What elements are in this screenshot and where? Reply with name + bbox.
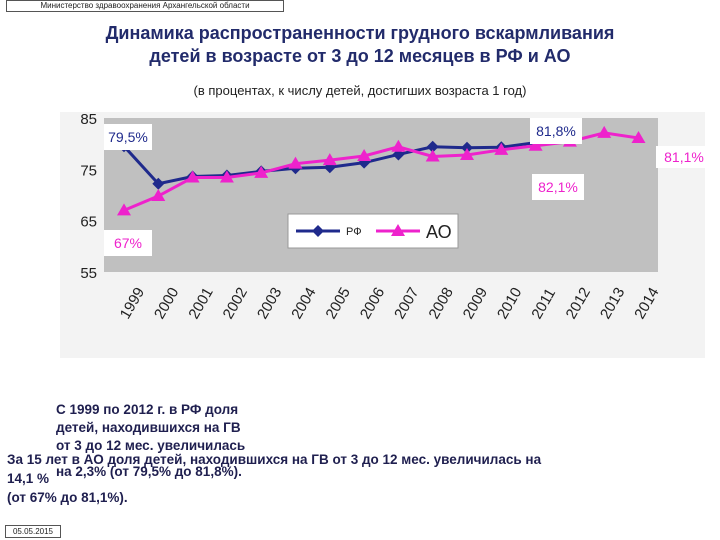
rf-data-point [461, 141, 473, 154]
rf-data-point [312, 225, 324, 237]
rf-note-line-1: С 1999 по 2012 г. в РФ доля [56, 402, 239, 417]
x-tick-label: 2011 [528, 286, 559, 322]
x-tick-label: 2009 [460, 285, 491, 322]
x-tick-label: 1999 [117, 285, 148, 322]
x-tick-label: 2012 [563, 285, 594, 322]
slide-title-line-1: Динамика распространенности грудного вск… [105, 23, 615, 43]
data-label-box [104, 230, 152, 256]
ao-data-point [151, 189, 166, 202]
x-tick-label: 2003 [254, 285, 285, 322]
ao-data-point [288, 156, 303, 169]
ao-data-point [460, 147, 474, 160]
ao-data-point [425, 149, 440, 162]
x-tick-label: 2001 [185, 285, 216, 322]
data-label-ao-2014: 81,1% [664, 149, 704, 165]
x-tick-label: 2004 [288, 285, 319, 322]
ao-data-point [219, 170, 234, 183]
rf-note-line-4: на 2,3% (от 79,5% до 81,8%). [56, 464, 242, 479]
ao-data-point [254, 165, 269, 178]
slide-subtitle: (в процентах, к числу детей, достигших в… [193, 83, 527, 98]
data-label-rf-2012: 81,8% [536, 123, 576, 139]
y-tick-label: 85 [80, 112, 97, 128]
legend-rf-label: РФ [346, 226, 362, 238]
rf-data-point [426, 140, 439, 153]
y-tick-label: 65 [80, 214, 97, 231]
data-label-ao-2013: 82,1% [538, 179, 578, 195]
ao-data-point [357, 148, 372, 161]
x-tick-label: 2014 [631, 285, 662, 322]
x-tick-label: 2002 [220, 285, 251, 322]
data-label-box [532, 174, 584, 200]
data-label-box [530, 118, 582, 144]
y-tick-label: 55 [80, 265, 97, 282]
ao-note-line-3: (от 67% до 81,1%). [7, 490, 128, 505]
y-tick-label: 75 [80, 162, 97, 179]
ao-note-line-2: 14,1 % [7, 471, 50, 486]
data-label-ao-1999: 67% [114, 235, 142, 251]
data-label-rf-1999: 79,5% [108, 129, 148, 145]
x-tick-label: 2000 [151, 285, 182, 322]
slide-title: Динамика распространенности грудного вск… [40, 22, 680, 68]
x-tick-label: 2005 [323, 285, 354, 322]
ao-data-point [185, 170, 200, 183]
x-tick-label: 2007 [391, 285, 422, 322]
ao-data-point [597, 125, 612, 138]
rf-note-line-3: от 3 до 12 мес. увеличилась [56, 438, 246, 453]
legend-ao-label: АО [426, 222, 452, 242]
ao-data-point [494, 142, 509, 155]
ao-data-point [391, 224, 405, 236]
x-tick-label: 2006 [357, 285, 388, 322]
slide-title-line-2: детей в возрасте от 3 до 12 месяцев в РФ… [149, 46, 571, 66]
ao-data-point [391, 139, 406, 152]
data-label-box [656, 146, 705, 168]
rf-note-line-2: детей, находившихся на ГВ [56, 420, 241, 435]
x-tick-label: 2010 [494, 285, 525, 322]
ministry-header: Министерство здравоохранения Архангельск… [6, 0, 284, 12]
ao-note-line-1: За 15 лет в АО доля детей, находившихся … [7, 452, 542, 467]
slide-date: 05.05.2015 [5, 525, 61, 538]
ao-data-point [528, 138, 543, 151]
x-tick-label: 2013 [597, 285, 628, 322]
ao-data-point [322, 153, 337, 166]
data-label-box [104, 124, 152, 150]
ao-data-point [631, 131, 646, 144]
chart-area: 55 65 75 85 1999 2000 2001 2002 2003 2004 2005 2006… [60, 112, 705, 358]
ao-data-point [117, 203, 131, 216]
rf-data-point [152, 177, 165, 190]
x-tick-label: 2008 [425, 285, 456, 322]
breastfeeding-line-chart: 55 65 75 85 1999 2000 2001 2002 2003 2004 2005 2006… [80, 112, 705, 322]
